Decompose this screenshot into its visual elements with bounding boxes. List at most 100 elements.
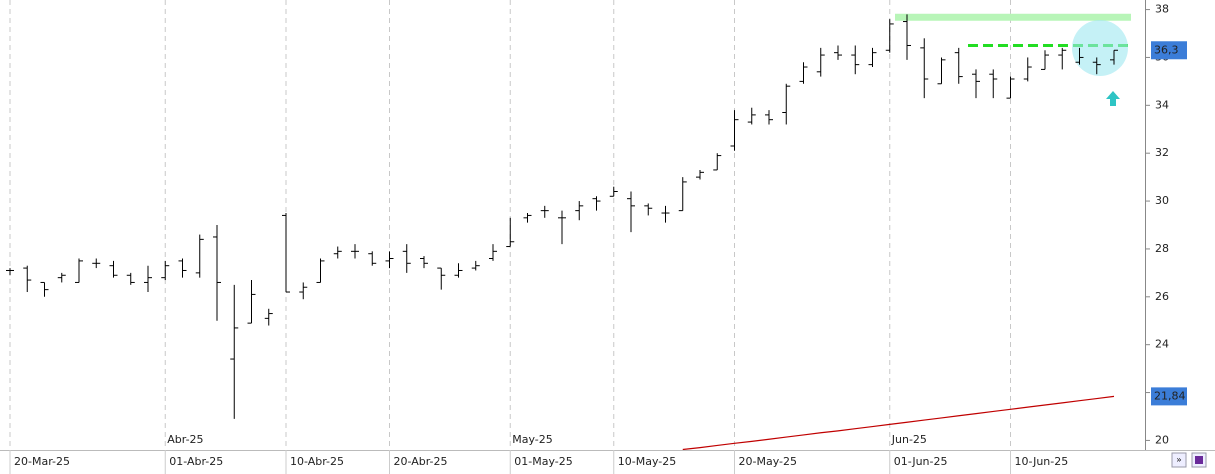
ohlc-bar <box>627 191 635 233</box>
ohlc-bar <box>1092 57 1101 75</box>
last-price-label: 36,3 <box>1154 43 1179 56</box>
plot-area <box>6 0 1131 450</box>
ohlc-bar <box>247 280 256 324</box>
ohlc-bar <box>644 203 653 216</box>
ohlc-bar <box>816 47 825 77</box>
x-tick-label: 10-Jun-25 <box>1015 455 1069 468</box>
y-tick-label: 34 <box>1155 98 1169 111</box>
y-tick-label: 32 <box>1155 146 1169 159</box>
x-tick-label: 01-Abr-25 <box>169 455 223 468</box>
ohlc-bar <box>868 47 877 68</box>
x-tick-label: 10-Abr-25 <box>290 455 344 468</box>
x-tick-label: 20-May-25 <box>739 455 797 468</box>
ohlc-bar <box>351 244 359 259</box>
ohlc-bar <box>23 265 32 293</box>
ohlc-bar <box>454 263 463 278</box>
ohlc-bar <box>230 284 239 419</box>
ohlc-bar <box>678 177 687 212</box>
ohlc-bar <box>972 69 980 99</box>
ohlc-bar <box>92 258 101 269</box>
month-label: May-25 <box>512 433 553 446</box>
up-arrow <box>1106 91 1120 106</box>
ohlc-bar <box>126 272 135 285</box>
ohlc-bar <box>437 267 446 290</box>
ohlc-bar <box>954 47 963 84</box>
scroll-icon: » <box>1176 456 1182 466</box>
ohlc-bar <box>609 186 618 197</box>
ohlc-bar <box>1023 57 1032 82</box>
ohlc-bar <box>834 45 842 60</box>
ohlc-bar <box>282 213 290 293</box>
ohlc-bar <box>989 69 998 99</box>
x-tick-label: 10-May-25 <box>618 455 676 468</box>
ohlc-bar <box>1006 76 1015 99</box>
ohlc-bar <box>213 225 221 321</box>
y-tick-label: 20 <box>1155 433 1169 446</box>
ohlc-bar <box>903 14 911 60</box>
ohlc-bar <box>402 244 411 273</box>
ohlc-bar <box>592 196 601 211</box>
x-tick-label: 01-May-25 <box>514 455 572 468</box>
ohlc-bar <box>368 251 377 266</box>
ohlc-bar <box>489 244 497 261</box>
ohlc-bar <box>696 169 704 180</box>
ohlc-bar <box>420 256 428 269</box>
ohlc-bar <box>920 38 929 99</box>
ohlc-bar <box>661 205 670 223</box>
x-tick-label: 20-Mar-25 <box>14 455 70 468</box>
ohlc-bar <box>333 246 342 259</box>
ohlc-bar <box>1041 50 1049 70</box>
month-label: Jun-25 <box>891 433 927 446</box>
high-band <box>895 13 1131 21</box>
ohlc-bar <box>316 258 325 283</box>
ohlc-bar <box>765 110 773 125</box>
ohlc-bar <box>264 308 273 326</box>
ohlc-bar <box>75 258 83 283</box>
ohlc-bar <box>851 45 860 75</box>
ohlc-bar <box>506 217 515 248</box>
scroll-button[interactable] <box>1171 452 1187 468</box>
ohlc-bar <box>6 268 14 276</box>
ohlc-bar <box>937 57 946 85</box>
x-tick-label: 20-Abr-25 <box>394 455 448 468</box>
ohlc-bar <box>471 260 480 271</box>
last-price-box <box>1151 41 1187 60</box>
ohlc-bar <box>195 234 204 278</box>
ohlc-bar <box>799 62 808 84</box>
ohlc-bar <box>109 260 118 278</box>
ohlc-bar <box>575 201 584 221</box>
ohlc-bar <box>299 282 308 300</box>
ohlc-bar <box>540 205 549 218</box>
save-icon <box>1195 456 1203 464</box>
y-tick-label: 24 <box>1155 338 1169 351</box>
ohlc-bar <box>730 110 739 151</box>
ohlc-bar <box>782 83 791 125</box>
ohlc-bar <box>161 260 170 281</box>
ohlc-bar <box>385 251 394 269</box>
ma-last-box <box>1151 387 1187 406</box>
ma-last-label: 21,84 <box>1154 389 1186 402</box>
ohlc-bar <box>523 213 532 223</box>
ohlc-bar <box>57 272 66 283</box>
moving-average <box>682 395 1115 450</box>
y-tick-label: 28 <box>1155 242 1169 255</box>
x-tick-label: 01-Jun-25 <box>894 455 948 468</box>
month-label: Abr-25 <box>167 433 203 446</box>
ohlc-bar <box>144 265 152 293</box>
highlight-circle <box>1072 20 1128 76</box>
ohlc-bar <box>1058 47 1067 70</box>
ohlc-bar <box>1075 47 1084 65</box>
y-tick-label: 26 <box>1155 290 1169 303</box>
ohlc-bar <box>747 107 756 125</box>
ohlc-bar <box>885 19 894 53</box>
ohlc-bar <box>558 210 566 245</box>
y-tick-label: 38 <box>1155 3 1169 16</box>
y-tick-label: 30 <box>1155 194 1169 207</box>
ohlc-bar <box>713 153 722 171</box>
ohlc-bar <box>1110 49 1118 65</box>
ohlc-bar <box>40 281 49 297</box>
ohlc-bar <box>178 258 187 278</box>
